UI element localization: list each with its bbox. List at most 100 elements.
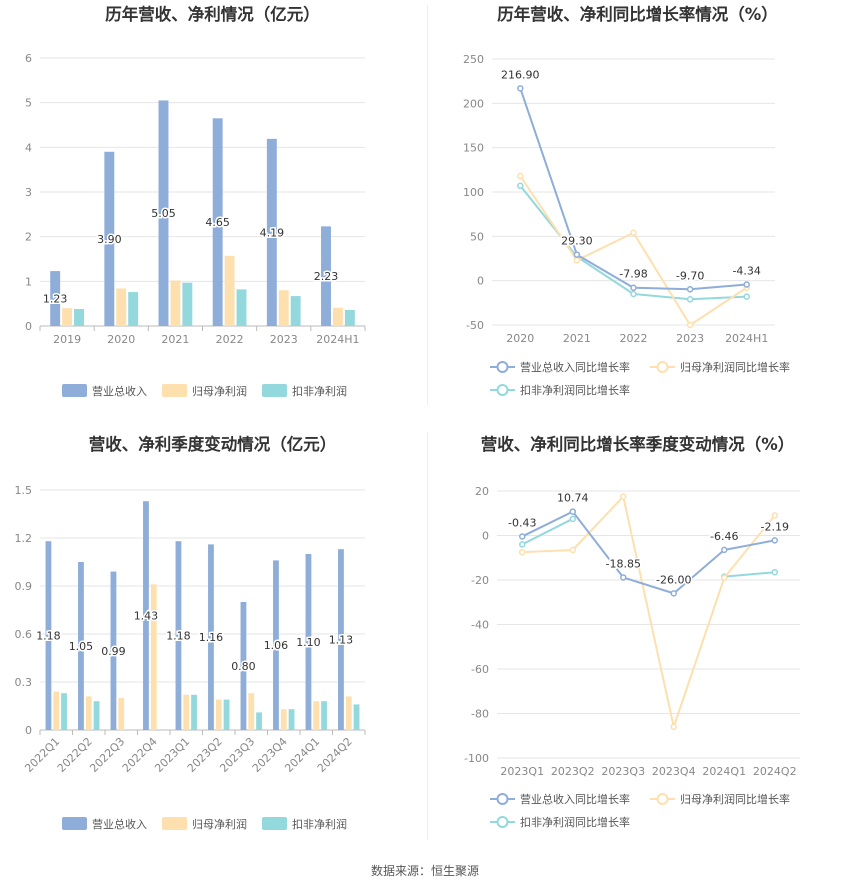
bar-value-label: 1.18 <box>166 630 191 643</box>
series-point <box>721 546 728 554</box>
series-point <box>630 229 637 237</box>
bar-revenue <box>305 554 312 730</box>
quarterly-growth-rate-svg: 营收、净利同比增长率季度变动情况（%） -100 -80 -60 -40 -20 0 20 20… <box>464 434 800 829</box>
x-tick-label: 2023Q4 <box>652 765 696 778</box>
y-tick-label: 1 <box>25 275 32 288</box>
y-tick-label: -40 <box>471 619 489 632</box>
legend-swatch <box>162 384 187 397</box>
y-tick-label: 0 <box>477 275 484 288</box>
y-tick-label: 3 <box>25 186 32 199</box>
x-tick-label: 2024Q2 <box>753 765 797 778</box>
series-point <box>519 541 526 548</box>
x-tick-label: 2023Q1 <box>152 735 192 775</box>
bar-value-label: 0.99 <box>101 645 126 658</box>
series-point <box>686 286 694 293</box>
legend-swatch <box>162 817 187 830</box>
bar-deducted-profit <box>344 309 355 326</box>
bar-deducted-profit <box>321 701 327 730</box>
bar-deducted-profit <box>191 694 197 730</box>
series-point <box>670 590 677 597</box>
series-point <box>771 537 778 544</box>
x-tick-label: 2024Q1 <box>702 765 746 778</box>
x-tick-label: 2022Q3 <box>87 735 127 775</box>
series-point <box>573 251 581 258</box>
series-point <box>771 512 778 519</box>
series-point <box>573 257 581 264</box>
y-tick-label: 2 <box>25 231 32 244</box>
bar-value-label: 5.05 <box>151 207 176 220</box>
legend-label: 归母净利润同比增长率 <box>680 792 790 806</box>
x-tick-label: 2020 <box>107 333 135 346</box>
point-value-label: 216.90 <box>501 68 540 81</box>
y-tick-label: 20 <box>475 485 489 498</box>
bar-revenue <box>240 602 247 730</box>
x-tick-label: 2024Q2 <box>315 735 355 775</box>
bar-deducted-profit <box>236 289 247 326</box>
x-tick-label: 2023Q3 <box>217 735 257 775</box>
series-line-net-profit <box>519 175 748 327</box>
x-tick-label: 2024H1 <box>316 333 359 346</box>
y-tick-label: 250 <box>463 53 484 66</box>
bar-revenue <box>143 501 149 730</box>
bar-deducted-profit <box>353 704 360 730</box>
chart-title: 营收、净利同比增长率季度变动情况（%） <box>481 434 795 454</box>
point-value-label: -26.00 <box>656 573 691 586</box>
series-point <box>771 568 778 576</box>
legend-marker <box>496 361 509 373</box>
series-point <box>743 281 750 288</box>
bar-net-profit <box>183 694 190 730</box>
bar-net-profit <box>280 709 287 730</box>
x-tick-label: 2023Q3 <box>601 765 645 778</box>
annual-growth-rate-svg: 历年营收、净利同比增长率情况（%） -50 0 50 100 150 200 250 2020 2… <box>463 4 790 397</box>
bar-value-label: 1.18 <box>36 630 61 643</box>
y-tick-label: 100 <box>463 186 484 199</box>
bar-value-label: 1.13 <box>329 634 354 647</box>
bar-net-profit <box>118 698 125 730</box>
point-value-label: 10.74 <box>557 492 589 505</box>
bar-value-label: 1.16 <box>199 631 224 644</box>
legend-label: 扣非净利润同比增长率 <box>520 383 630 397</box>
x-tick-label: 2021 <box>161 333 189 346</box>
y-tick-label: 5 <box>25 97 32 110</box>
bar-revenue <box>273 560 279 730</box>
bar-net-profit <box>332 307 343 326</box>
bar-value-label: 1.23 <box>43 293 68 306</box>
legend-label: 扣非净利润同比增长率 <box>520 815 630 829</box>
y-tick-label: -100 <box>464 752 489 765</box>
bar-net-profit <box>53 691 60 730</box>
y-tick-label: 0 <box>25 320 32 333</box>
bar-deducted-profit <box>223 699 230 730</box>
legend-label: 营业总收入 <box>92 384 147 398</box>
x-tick-label: 2023Q2 <box>551 765 595 778</box>
chart-title: 历年营收、净利同比增长率情况（%） <box>497 4 778 24</box>
legend-swatch <box>262 384 287 397</box>
bar-value-label: 0.80 <box>231 660 256 673</box>
bar-revenue <box>50 271 61 326</box>
y-tick-label: 0 <box>25 724 32 737</box>
series-point <box>517 172 524 180</box>
bar-deducted-profit <box>93 701 100 730</box>
bar-net-profit <box>62 308 73 326</box>
legend-swatch <box>62 817 87 830</box>
quarterly-growth-rate-chart: 营收、净利同比增长率季度变动情况（%） -100 -80 -60 -40 -20 0 20 20… <box>425 425 850 845</box>
bar-revenue <box>266 138 277 326</box>
panel-divider-bottom <box>427 432 428 840</box>
bar-deducted-profit <box>61 693 67 730</box>
annual-revenue-profit-chart: 历年营收、净利情况（亿元） 0 1 2 3 4 5 6 2019 2020 2021 2022 2023… <box>0 0 425 410</box>
legend-label: 归母净利润 <box>192 817 247 831</box>
bar-deducted-profit <box>182 282 193 326</box>
bar-revenue <box>45 541 52 730</box>
series-point <box>519 548 526 556</box>
x-tick-label: 2022Q4 <box>120 735 160 775</box>
legend-marker <box>656 793 669 805</box>
legend-label: 营业总收入同比增长率 <box>520 792 630 806</box>
series-point <box>686 296 694 303</box>
bar-value-label: 1.05 <box>69 640 94 653</box>
series-point <box>569 515 576 523</box>
bar-net-profit <box>345 696 352 730</box>
y-tick-label: 6 <box>25 52 32 65</box>
bar-net-profit <box>116 288 127 326</box>
x-tick-label: 2021 <box>563 332 591 345</box>
y-tick-label: 150 <box>463 142 484 155</box>
series-line-revenue <box>521 510 775 595</box>
